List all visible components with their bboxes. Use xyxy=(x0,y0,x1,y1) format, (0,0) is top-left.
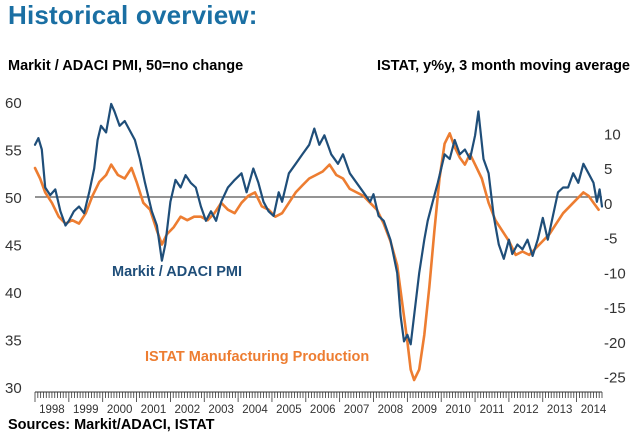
right-tick-label-neg20: -20 xyxy=(604,335,626,352)
year-label-2013: 2013 xyxy=(547,404,573,416)
page-title: Historical overview: xyxy=(8,0,258,30)
year-label-2005: 2005 xyxy=(276,404,302,416)
left-tick-label-30: 30 xyxy=(5,380,22,397)
year-label-2011: 2011 xyxy=(480,404,505,416)
left-tick-label-60: 60 xyxy=(5,95,22,112)
right-tick-label-neg25: -25 xyxy=(604,370,626,387)
year-label-1999: 1999 xyxy=(73,404,99,416)
right-tick-label-neg10: -10 xyxy=(604,265,626,282)
left-tick-label-40: 40 xyxy=(5,285,22,302)
right-tick-label-5: 5 xyxy=(604,161,612,178)
istat-series-label: ISTAT Manufacturing Production xyxy=(145,349,369,365)
source-note: Sources: Markit/ADACI, ISTAT xyxy=(8,417,215,433)
year-label-2004: 2004 xyxy=(242,404,268,416)
year-label-2000: 2000 xyxy=(107,404,133,416)
left-tick-label-55: 55 xyxy=(5,143,22,160)
right-tick-label-neg15: -15 xyxy=(604,300,626,317)
right-tick-label-0: 0 xyxy=(604,196,612,213)
pmi-series-line xyxy=(33,102,604,346)
left-tick-label-50: 50 xyxy=(5,190,22,207)
year-label-2008: 2008 xyxy=(378,404,404,416)
year-label-2010: 2010 xyxy=(445,404,471,416)
right-tick-label-neg5: -5 xyxy=(604,231,617,248)
istat-series-line xyxy=(33,132,600,382)
year-label-2007: 2007 xyxy=(344,404,370,416)
pmi-series-label: Markit / ADACI PMI xyxy=(112,264,242,280)
year-label-2009: 2009 xyxy=(411,404,437,416)
x-axis-ticks xyxy=(34,392,603,402)
year-label-2003: 2003 xyxy=(208,404,234,416)
year-label-2002: 2002 xyxy=(175,404,201,416)
year-label-2014: 2014 xyxy=(581,404,607,416)
year-label-2001: 2001 xyxy=(141,404,167,416)
series-layer xyxy=(33,102,604,382)
right-tick-label-10: 10 xyxy=(604,126,621,143)
year-label-2012: 2012 xyxy=(513,404,539,416)
right-axis-title: ISTAT, y%y, 3 month moving average xyxy=(376,58,630,74)
left-axis-title: Markit / ADACI PMI, 50=no change xyxy=(8,58,244,74)
year-label-1998: 1998 xyxy=(39,404,65,416)
left-tick-label-35: 35 xyxy=(5,333,22,350)
year-label-2006: 2006 xyxy=(310,404,336,416)
left-tick-label-45: 45 xyxy=(5,238,22,255)
